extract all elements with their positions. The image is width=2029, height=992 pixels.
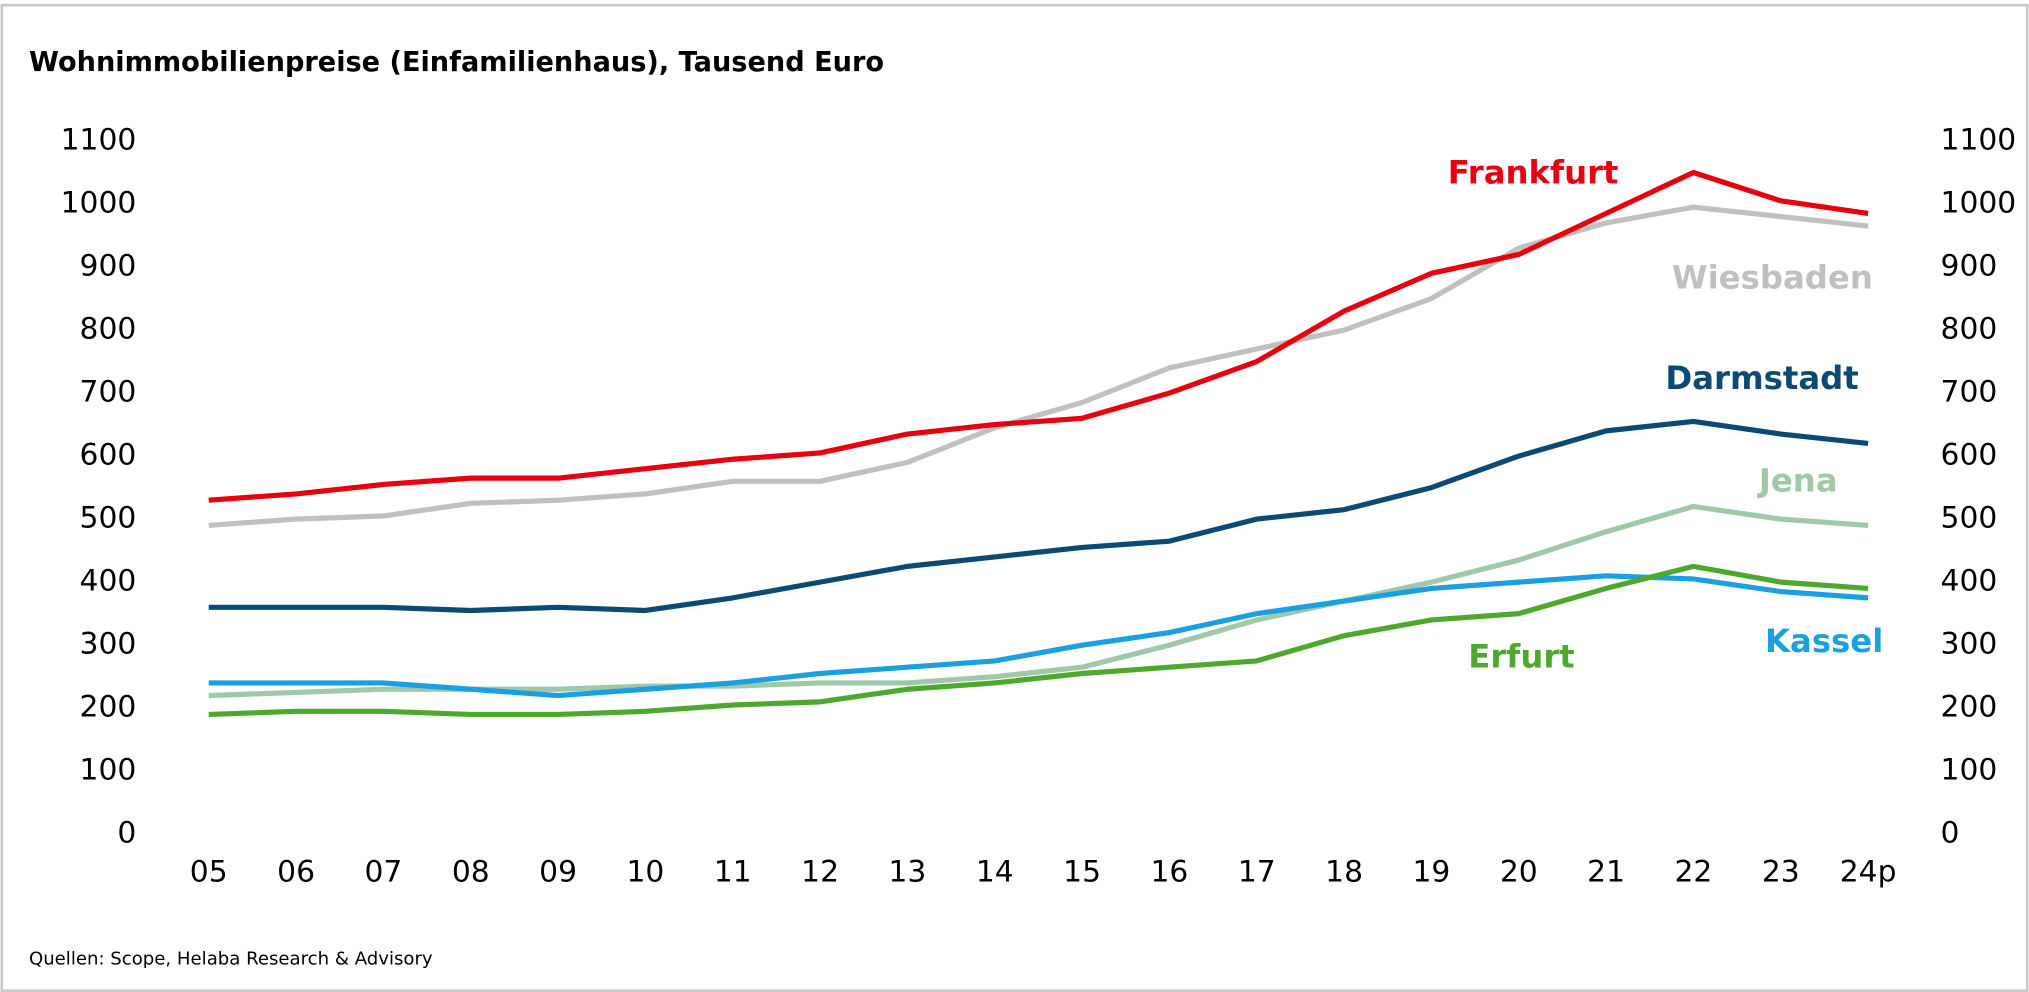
series-label: Jena [1757,461,1838,499]
series-line [208,204,1869,528]
series-label: Kassel [1765,622,1883,660]
y-tick-label: 1000 [61,185,137,220]
y2-tick-label: 0 [1941,816,1960,851]
y-tick-label: 700 [80,375,137,410]
y2-tick-label: 600 [1941,438,1998,473]
x-tick-label: 13 [889,855,927,890]
source: Quellen: Scope, Helaba Research & Adviso… [29,949,433,970]
x-tick-label: 21 [1587,855,1625,890]
x-tick-label: 15 [1063,855,1101,890]
x-tick-label: 08 [452,855,490,890]
series-label: Wiesbaden [1672,258,1873,296]
y-tick-label: 1100 [61,122,137,157]
x-tick-label: 23 [1762,855,1800,890]
y2-tick-label: 1000 [1941,185,2017,220]
y-tick-label: 0 [117,816,136,851]
y-tick-label: 200 [80,690,137,725]
y-tick-label: 900 [80,249,137,284]
y2-tick-label: 300 [1941,627,1998,662]
x-tick-label: 14 [976,855,1014,890]
series-label: Frankfurt [1448,154,1619,192]
y-tick-label: 100 [80,753,137,788]
y2-tick-label: 400 [1941,564,1998,599]
y2-tick-label: 800 [1941,312,1998,347]
y2-tick-label: 100 [1941,753,1998,788]
x-tick-label: 06 [277,855,315,890]
series-line [208,169,1869,503]
x-tick-label: 05 [190,855,228,890]
x-tick-label: 22 [1675,855,1713,890]
y-tick-label: 800 [80,312,137,347]
series-label: Darmstadt [1665,359,1858,397]
x-tick-label: 20 [1500,855,1538,890]
x-tick-label: 19 [1413,855,1451,890]
series-line [208,573,1869,699]
x-tick-label: 07 [364,855,402,890]
x-tick-label: 18 [1325,855,1363,890]
x-tick-label: 09 [539,855,577,890]
x-tick-label: 17 [1238,855,1276,890]
y-tick-label: 500 [80,501,137,536]
x-tick-label: 16 [1151,855,1189,890]
y2-tick-label: 700 [1941,375,1998,410]
series-label: Erfurt [1468,637,1575,675]
x-tick-label: 10 [626,855,664,890]
y2-tick-label: 1100 [1941,122,2017,157]
y-tick-label: 300 [80,627,137,662]
series-line [208,563,1869,718]
y2-tick-label: 500 [1941,501,1998,536]
y2-tick-label: 200 [1941,690,1998,725]
frame [0,3,2029,992]
series-line [208,418,1869,614]
y-tick-label: 600 [80,438,137,473]
x-tick-label: 11 [714,855,752,890]
y-tick-label: 400 [80,564,137,599]
chart-title: Wohnimmobilienpreise (Einfamilienhaus), … [29,47,884,78]
y2-tick-label: 900 [1941,249,1998,284]
x-tick-label: 12 [801,855,839,890]
series-line [208,503,1869,699]
x-tick-label: 24p [1840,855,1897,890]
